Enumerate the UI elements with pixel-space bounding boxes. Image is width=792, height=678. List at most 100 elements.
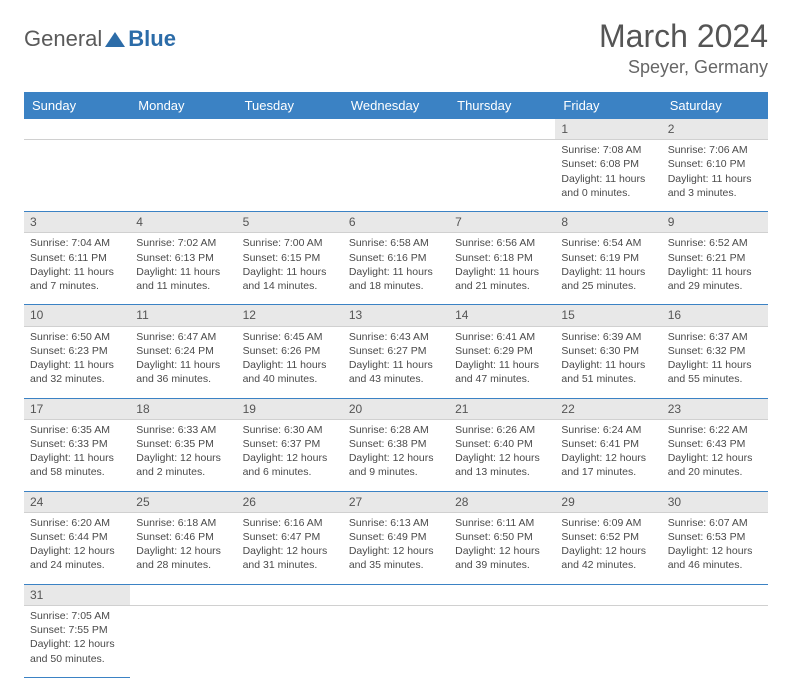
location: Speyer, Germany <box>599 57 768 78</box>
sunset-text: Sunset: 6:43 PM <box>668 437 762 451</box>
sunrise-text: Sunrise: 7:08 AM <box>561 143 655 157</box>
sunset-text: Sunset: 6:23 PM <box>30 344 124 358</box>
logo-text-general: General <box>24 26 102 52</box>
day-number-cell: 22 <box>555 398 661 419</box>
day-number-cell: 25 <box>130 491 236 512</box>
sunset-text: Sunset: 6:37 PM <box>243 437 337 451</box>
day-content-cell: Sunrise: 6:11 AMSunset: 6:50 PMDaylight:… <box>449 512 555 584</box>
day-content-cell: Sunrise: 6:13 AMSunset: 6:49 PMDaylight:… <box>343 512 449 584</box>
sunrise-text: Sunrise: 6:26 AM <box>455 423 549 437</box>
sunrise-text: Sunrise: 6:33 AM <box>136 423 230 437</box>
sunrise-text: Sunrise: 6:52 AM <box>668 236 762 250</box>
sunset-text: Sunset: 6:38 PM <box>349 437 443 451</box>
day-content-cell: Sunrise: 7:04 AMSunset: 6:11 PMDaylight:… <box>24 233 130 305</box>
sunrise-text: Sunrise: 7:04 AM <box>30 236 124 250</box>
weekday-header: Sunday <box>24 92 130 119</box>
sunset-text: Sunset: 6:52 PM <box>561 530 655 544</box>
day-number-cell: 1 <box>555 119 661 140</box>
day-content-row: Sunrise: 7:05 AMSunset: 7:55 PMDaylight:… <box>24 606 768 678</box>
sunrise-text: Sunrise: 7:02 AM <box>136 236 230 250</box>
sunset-text: Sunset: 6:32 PM <box>668 344 762 358</box>
day-content-cell: Sunrise: 7:00 AMSunset: 6:15 PMDaylight:… <box>237 233 343 305</box>
sunset-text: Sunset: 6:27 PM <box>349 344 443 358</box>
day-content-cell <box>237 140 343 212</box>
daylight-text: Daylight: 12 hours and 17 minutes. <box>561 451 655 479</box>
day-content-cell: Sunrise: 6:45 AMSunset: 6:26 PMDaylight:… <box>237 326 343 398</box>
weekday-header: Friday <box>555 92 661 119</box>
sunrise-text: Sunrise: 6:09 AM <box>561 516 655 530</box>
weekday-header: Thursday <box>449 92 555 119</box>
day-content-row: Sunrise: 6:35 AMSunset: 6:33 PMDaylight:… <box>24 419 768 491</box>
sunrise-text: Sunrise: 6:35 AM <box>30 423 124 437</box>
day-content-cell: Sunrise: 7:06 AMSunset: 6:10 PMDaylight:… <box>662 140 768 212</box>
day-number-cell <box>343 119 449 140</box>
day-content-cell: Sunrise: 6:07 AMSunset: 6:53 PMDaylight:… <box>662 512 768 584</box>
sunset-text: Sunset: 6:30 PM <box>561 344 655 358</box>
day-number-cell <box>555 584 661 605</box>
day-number-cell: 24 <box>24 491 130 512</box>
sunrise-text: Sunrise: 6:30 AM <box>243 423 337 437</box>
day-number-cell: 26 <box>237 491 343 512</box>
daylight-text: Daylight: 11 hours and 29 minutes. <box>668 265 762 293</box>
sunset-text: Sunset: 6:41 PM <box>561 437 655 451</box>
day-number-row: 3456789 <box>24 212 768 233</box>
sunrise-text: Sunrise: 6:13 AM <box>349 516 443 530</box>
day-content-cell <box>343 140 449 212</box>
day-content-cell <box>130 140 236 212</box>
daylight-text: Daylight: 11 hours and 18 minutes. <box>349 265 443 293</box>
logo-triangle-icon <box>104 30 126 48</box>
day-number-cell: 17 <box>24 398 130 419</box>
day-content-cell: Sunrise: 6:18 AMSunset: 6:46 PMDaylight:… <box>130 512 236 584</box>
sunrise-text: Sunrise: 6:24 AM <box>561 423 655 437</box>
sunrise-text: Sunrise: 6:45 AM <box>243 330 337 344</box>
day-number-cell: 8 <box>555 212 661 233</box>
weekday-header: Tuesday <box>237 92 343 119</box>
sunset-text: Sunset: 6:53 PM <box>668 530 762 544</box>
day-number-cell: 5 <box>237 212 343 233</box>
day-number-cell <box>449 584 555 605</box>
day-number-row: 10111213141516 <box>24 305 768 326</box>
calendar-table: SundayMondayTuesdayWednesdayThursdayFrid… <box>24 92 768 678</box>
sunset-text: Sunset: 6:19 PM <box>561 251 655 265</box>
day-content-cell: Sunrise: 6:50 AMSunset: 6:23 PMDaylight:… <box>24 326 130 398</box>
sunrise-text: Sunrise: 6:50 AM <box>30 330 124 344</box>
day-content-cell: Sunrise: 6:22 AMSunset: 6:43 PMDaylight:… <box>662 419 768 491</box>
daylight-text: Daylight: 11 hours and 40 minutes. <box>243 358 337 386</box>
sunrise-text: Sunrise: 6:54 AM <box>561 236 655 250</box>
daylight-text: Daylight: 12 hours and 31 minutes. <box>243 544 337 572</box>
sunset-text: Sunset: 6:18 PM <box>455 251 549 265</box>
sunrise-text: Sunrise: 7:00 AM <box>243 236 337 250</box>
day-number-cell: 11 <box>130 305 236 326</box>
day-content-cell: Sunrise: 6:43 AMSunset: 6:27 PMDaylight:… <box>343 326 449 398</box>
sunrise-text: Sunrise: 6:11 AM <box>455 516 549 530</box>
day-number-cell: 15 <box>555 305 661 326</box>
daylight-text: Daylight: 11 hours and 55 minutes. <box>668 358 762 386</box>
day-number-cell: 3 <box>24 212 130 233</box>
day-number-cell: 13 <box>343 305 449 326</box>
day-content-cell <box>24 140 130 212</box>
day-number-cell: 14 <box>449 305 555 326</box>
sunset-text: Sunset: 6:35 PM <box>136 437 230 451</box>
sunset-text: Sunset: 6:13 PM <box>136 251 230 265</box>
daylight-text: Daylight: 11 hours and 14 minutes. <box>243 265 337 293</box>
sunset-text: Sunset: 6:26 PM <box>243 344 337 358</box>
day-number-cell <box>24 119 130 140</box>
sunset-text: Sunset: 6:47 PM <box>243 530 337 544</box>
day-number-cell: 6 <box>343 212 449 233</box>
day-number-cell: 29 <box>555 491 661 512</box>
daylight-text: Daylight: 11 hours and 0 minutes. <box>561 172 655 200</box>
sunrise-text: Sunrise: 6:37 AM <box>668 330 762 344</box>
sunset-text: Sunset: 6:49 PM <box>349 530 443 544</box>
day-content-cell: Sunrise: 6:16 AMSunset: 6:47 PMDaylight:… <box>237 512 343 584</box>
daylight-text: Daylight: 11 hours and 21 minutes. <box>455 265 549 293</box>
day-content-cell: Sunrise: 6:56 AMSunset: 6:18 PMDaylight:… <box>449 233 555 305</box>
daylight-text: Daylight: 12 hours and 24 minutes. <box>30 544 124 572</box>
day-content-cell: Sunrise: 6:54 AMSunset: 6:19 PMDaylight:… <box>555 233 661 305</box>
sunrise-text: Sunrise: 6:28 AM <box>349 423 443 437</box>
sunrise-text: Sunrise: 6:39 AM <box>561 330 655 344</box>
day-content-cell: Sunrise: 6:09 AMSunset: 6:52 PMDaylight:… <box>555 512 661 584</box>
day-number-cell: 23 <box>662 398 768 419</box>
day-content-cell: Sunrise: 6:24 AMSunset: 6:41 PMDaylight:… <box>555 419 661 491</box>
weekday-header-row: SundayMondayTuesdayWednesdayThursdayFrid… <box>24 92 768 119</box>
sunrise-text: Sunrise: 6:41 AM <box>455 330 549 344</box>
